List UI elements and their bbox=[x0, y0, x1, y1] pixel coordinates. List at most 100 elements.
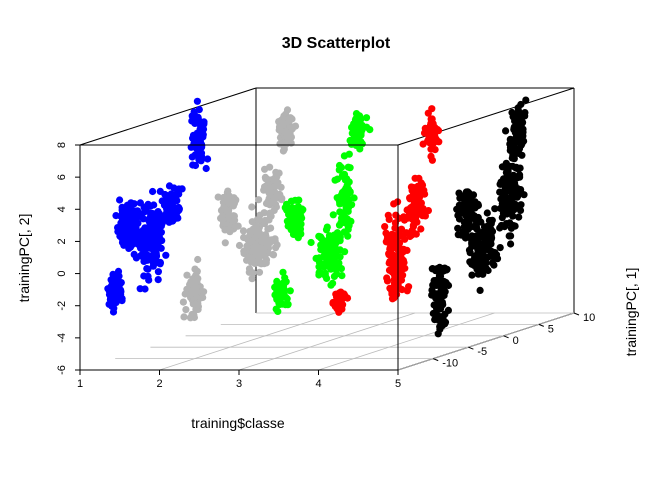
data-point bbox=[307, 238, 315, 247]
data-point bbox=[405, 283, 413, 291]
data-point bbox=[262, 256, 271, 264]
data-point bbox=[248, 203, 256, 211]
data-point bbox=[444, 306, 452, 314]
data-point bbox=[191, 282, 199, 291]
data-point bbox=[286, 114, 294, 122]
data-point bbox=[202, 164, 210, 173]
z-tick-label: 5 bbox=[548, 323, 554, 335]
data-point bbox=[427, 115, 435, 123]
data-point bbox=[382, 229, 390, 237]
data-point bbox=[338, 171, 347, 179]
data-point bbox=[332, 231, 340, 239]
data-point bbox=[439, 301, 447, 309]
data-point bbox=[454, 224, 462, 232]
z-tick bbox=[573, 312, 580, 316]
data-point bbox=[335, 308, 343, 316]
data-point bbox=[393, 258, 401, 266]
data-point bbox=[390, 200, 398, 208]
data-point bbox=[406, 204, 414, 212]
data-point bbox=[340, 152, 348, 160]
data-point bbox=[112, 299, 120, 307]
data-point bbox=[497, 180, 505, 188]
data-point bbox=[166, 203, 174, 212]
data-point bbox=[182, 306, 190, 314]
data-point bbox=[482, 225, 490, 233]
data-point bbox=[312, 254, 320, 262]
data-point bbox=[266, 184, 274, 192]
data-point bbox=[155, 258, 163, 266]
data-point bbox=[125, 215, 133, 223]
z-tick-label: 0 bbox=[513, 335, 519, 347]
data-point bbox=[131, 218, 139, 226]
y-tick-label: 8 bbox=[56, 142, 68, 148]
data-point bbox=[162, 251, 170, 259]
data-point bbox=[140, 272, 148, 280]
grid-line bbox=[159, 312, 336, 371]
z-axis-label: trainingPC[, 1] bbox=[623, 268, 639, 357]
data-point bbox=[395, 272, 403, 280]
data-point bbox=[479, 266, 487, 274]
grid-line bbox=[397, 312, 575, 371]
data-point bbox=[499, 194, 507, 202]
data-point bbox=[427, 152, 435, 160]
data-point bbox=[455, 201, 463, 209]
data-point bbox=[199, 125, 208, 133]
data-point bbox=[125, 227, 134, 235]
data-point bbox=[406, 194, 414, 202]
data-point bbox=[141, 285, 149, 293]
data-point bbox=[199, 133, 207, 141]
data-point bbox=[339, 301, 347, 309]
data-point bbox=[327, 240, 335, 248]
data-point bbox=[498, 214, 506, 222]
data-point bbox=[284, 300, 292, 308]
data-point bbox=[519, 132, 527, 140]
data-point bbox=[515, 213, 523, 221]
data-point bbox=[252, 241, 260, 250]
data-point bbox=[509, 151, 517, 159]
z-tick-label: 10 bbox=[583, 312, 595, 324]
y-axis-label: trainingPC[, 2] bbox=[16, 214, 32, 303]
data-point bbox=[391, 285, 399, 293]
data-point bbox=[340, 228, 348, 236]
data-point bbox=[154, 276, 162, 284]
data-point bbox=[363, 123, 371, 131]
data-point bbox=[428, 291, 436, 299]
z-axis-ticks: -10 -5 0 5 10 bbox=[433, 312, 595, 370]
data-point bbox=[152, 252, 161, 260]
data-point bbox=[271, 176, 279, 184]
data-point bbox=[167, 196, 175, 204]
data-point bbox=[277, 292, 285, 300]
data-point bbox=[224, 207, 233, 215]
data-point bbox=[465, 222, 473, 230]
data-point bbox=[507, 232, 515, 240]
data-point bbox=[496, 244, 504, 252]
data-point bbox=[488, 259, 496, 267]
data-point bbox=[429, 309, 437, 318]
data-point bbox=[502, 127, 510, 135]
floor-grid bbox=[115, 312, 575, 371]
data-point bbox=[427, 145, 435, 153]
data-point bbox=[426, 121, 435, 129]
y-tick-label: -2 bbox=[56, 301, 68, 311]
data-point bbox=[417, 225, 425, 233]
y-tick-label: -4 bbox=[56, 333, 68, 343]
data-point bbox=[189, 161, 197, 169]
data-point bbox=[155, 233, 163, 241]
data-point bbox=[320, 238, 328, 246]
data-point bbox=[110, 304, 118, 312]
data-point bbox=[474, 252, 482, 260]
data-point bbox=[140, 230, 148, 238]
data-point bbox=[271, 194, 279, 202]
data-point bbox=[192, 306, 200, 314]
data-point bbox=[417, 179, 425, 187]
data-point bbox=[265, 200, 273, 208]
data-point bbox=[122, 209, 130, 217]
data-point bbox=[276, 285, 284, 293]
x-tick-label: 5 bbox=[395, 378, 401, 390]
data-point bbox=[283, 200, 291, 208]
data-point bbox=[248, 237, 256, 245]
z-tick bbox=[433, 358, 439, 362]
data-point bbox=[271, 283, 279, 291]
data-point bbox=[408, 213, 417, 221]
